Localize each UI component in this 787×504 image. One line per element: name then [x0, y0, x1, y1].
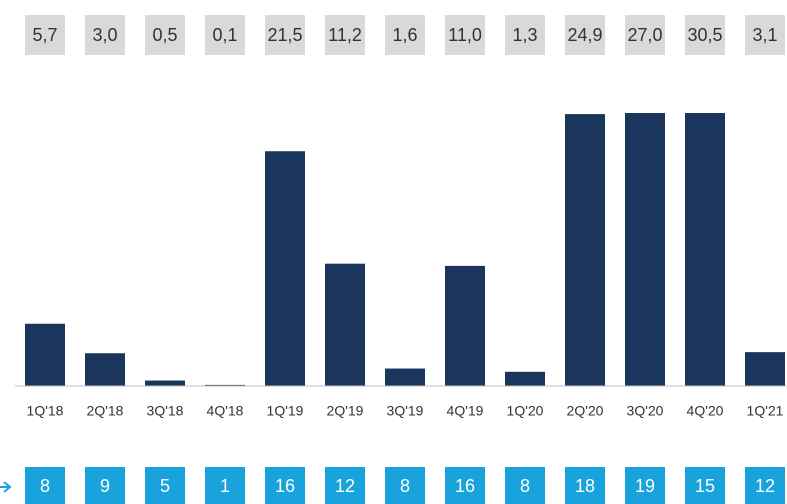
count-label: 8 [40, 476, 50, 496]
value-label: 0,5 [152, 25, 177, 45]
bar [505, 371, 545, 386]
bar [205, 384, 245, 386]
bar [145, 380, 185, 386]
bar [745, 352, 785, 386]
value-label: 3,0 [92, 25, 117, 45]
value-label-box [745, 15, 785, 55]
bar [85, 353, 125, 386]
value-label-box [85, 15, 125, 55]
x-tick-label: 2Q'19 [327, 403, 364, 419]
count-box [745, 467, 785, 504]
arrow [0, 481, 12, 493]
value-label: 1,6 [392, 25, 417, 45]
x-tick-label: 3Q'18 [147, 403, 184, 419]
count-label: 9 [100, 476, 110, 496]
value-label: 1,3 [512, 25, 537, 45]
count-label: 15 [695, 476, 715, 496]
plot-area [25, 113, 785, 386]
value-label: 30,5 [687, 25, 722, 45]
x-tick-label: 4Q'20 [687, 403, 724, 419]
count-box [265, 467, 305, 504]
count-label: 18 [575, 476, 595, 496]
value-label: 0,1 [212, 25, 237, 45]
count-box [625, 467, 665, 504]
value-label-box [445, 15, 485, 55]
x-tick-label: 2Q'20 [567, 403, 604, 419]
count-label: 16 [275, 476, 295, 496]
value-label: 5,7 [32, 25, 57, 45]
count-box [565, 467, 605, 504]
count-box [385, 467, 425, 504]
count-label: 5 [160, 476, 170, 496]
x-tick-label: 1Q'20 [507, 403, 544, 419]
value-label-box [205, 15, 245, 55]
count-box [445, 467, 485, 504]
value-label-box [505, 15, 545, 55]
bar [685, 113, 725, 386]
count-box [205, 467, 245, 504]
count-label: 1 [220, 476, 230, 496]
bar [265, 151, 305, 386]
value-label: 21,5 [267, 25, 302, 45]
x-tick-label: 3Q'19 [387, 403, 424, 419]
value-label-box [145, 15, 185, 55]
value-label: 11,0 [448, 25, 482, 45]
value-label: 11,2 [328, 25, 362, 45]
value-label-box [565, 15, 605, 55]
count-box [25, 467, 65, 504]
value-label-box [265, 15, 305, 55]
count-label: 12 [335, 476, 355, 496]
value-label-box [325, 15, 365, 55]
value-label: 24,9 [567, 25, 602, 45]
bar [325, 263, 365, 386]
bar [25, 323, 65, 386]
count-label: 12 [755, 476, 775, 496]
value-label-box [685, 15, 725, 55]
bar [625, 113, 665, 386]
count-box [685, 467, 725, 504]
x-tick-label: 1Q'19 [267, 403, 304, 419]
bar [385, 368, 425, 386]
count-box [145, 467, 185, 504]
count-box [85, 467, 125, 504]
value-label: 27,0 [627, 25, 662, 45]
x-tick-label: 4Q'19 [447, 403, 484, 419]
count-box [505, 467, 545, 504]
value-label: 3,1 [752, 25, 777, 45]
count-label: 19 [635, 476, 655, 496]
count-box [325, 467, 365, 504]
count-label: 8 [400, 476, 410, 496]
x-tick-label: 1Q'21 [747, 403, 784, 419]
value-label-box [625, 15, 665, 55]
count-label: 16 [455, 476, 475, 496]
value-label-box [385, 15, 425, 55]
x-tick-label: 3Q'20 [627, 403, 664, 419]
x-tick-label: 4Q'18 [207, 403, 244, 419]
count-label: 8 [520, 476, 530, 496]
x-tick-label: 2Q'18 [87, 403, 124, 419]
x-tick-label: 1Q'18 [27, 403, 64, 419]
bar [445, 265, 485, 386]
value-label-box [25, 15, 65, 55]
bar [565, 114, 605, 386]
